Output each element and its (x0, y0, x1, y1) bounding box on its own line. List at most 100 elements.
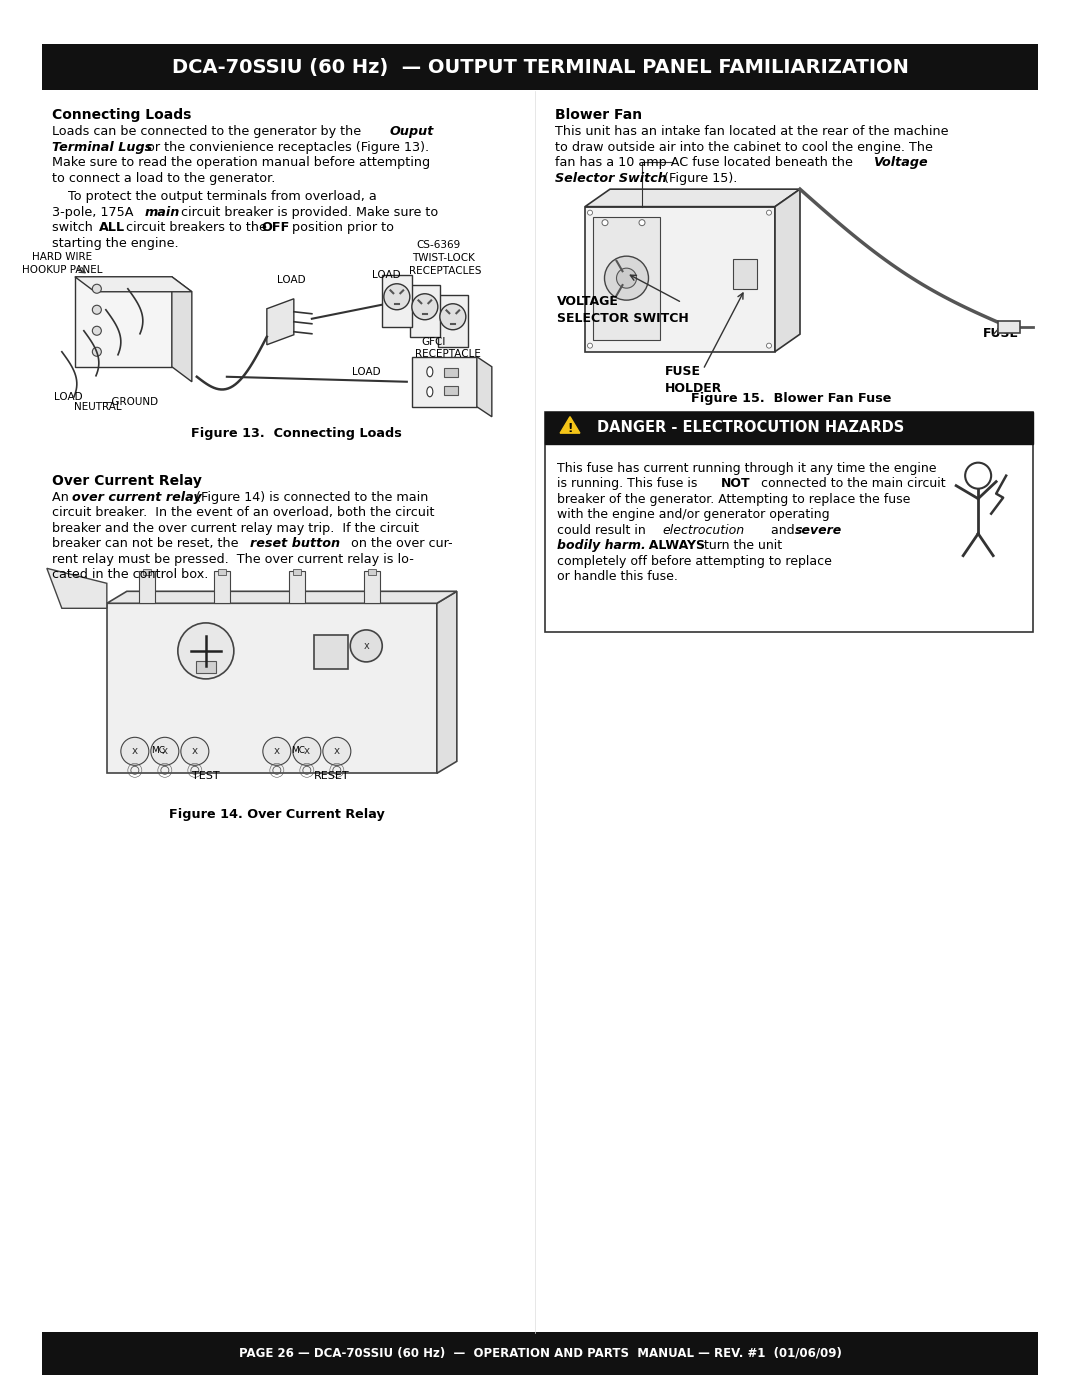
Text: Loads can be connected to the generator by the: Loads can be connected to the generator … (52, 126, 365, 138)
Bar (409, 285, 440, 337)
Text: CS-6369: CS-6369 (417, 240, 461, 250)
Circle shape (639, 219, 645, 226)
Text: reset button: reset button (249, 538, 340, 550)
Text: MC: MC (291, 746, 305, 756)
Circle shape (293, 738, 321, 766)
Circle shape (121, 738, 149, 766)
Bar (733, 260, 757, 289)
Text: x: x (192, 746, 198, 756)
Text: could result in: could result in (557, 524, 650, 536)
Bar (139, 571, 154, 604)
Polygon shape (585, 207, 775, 352)
Circle shape (151, 738, 179, 766)
Text: position prior to: position prior to (288, 221, 394, 235)
Text: (Figure 14) is connected to the main: (Figure 14) is connected to the main (188, 490, 428, 504)
Bar (382, 275, 411, 327)
Text: Figure 15.  Blower Fan Fuse: Figure 15. Blower Fan Fuse (691, 391, 892, 405)
Text: LOAD: LOAD (372, 270, 401, 279)
Circle shape (323, 738, 351, 766)
Text: RECEPTACLES: RECEPTACLES (409, 265, 482, 275)
Text: connected to the main circuit: connected to the main circuit (757, 478, 946, 490)
Text: 3-pole, 175A: 3-pole, 175A (52, 205, 137, 219)
Text: ALWAYS: ALWAYS (640, 539, 705, 552)
Polygon shape (411, 356, 477, 407)
Text: An: An (52, 490, 72, 504)
Text: with the engine and/or generator operating: with the engine and/or generator operati… (557, 509, 829, 521)
Text: Make sure to read the operation manual before attempting: Make sure to read the operation manual b… (52, 156, 430, 169)
Text: is running. This fuse is: is running. This fuse is (557, 478, 701, 490)
Text: turn the unit: turn the unit (700, 539, 782, 552)
Text: or handle this fuse.: or handle this fuse. (557, 570, 678, 583)
Text: circuit breakers to the: circuit breakers to the (122, 221, 271, 235)
Text: on the over cur-: on the over cur- (347, 538, 453, 550)
Polygon shape (436, 591, 457, 774)
Text: This fuse has current running through it any time the engine: This fuse has current running through it… (557, 461, 936, 475)
Bar (998, 321, 1021, 332)
Polygon shape (775, 189, 800, 352)
Text: Connecting Loads: Connecting Loads (52, 108, 191, 122)
Circle shape (411, 293, 437, 320)
Bar (368, 570, 376, 576)
Text: switch: switch (52, 221, 97, 235)
Text: OFF: OFF (261, 221, 291, 235)
Text: Terminal Lugs: Terminal Lugs (52, 141, 152, 154)
Text: Selector Switch: Selector Switch (555, 172, 666, 184)
Text: x: x (162, 746, 167, 756)
Circle shape (93, 306, 102, 314)
Text: electrocution: electrocution (662, 524, 744, 536)
Text: circuit breaker.  In the event of an overload, both the circuit: circuit breaker. In the event of an over… (52, 506, 434, 520)
Text: to draw outside air into the cabinet to cool the engine. The: to draw outside air into the cabinet to … (555, 141, 933, 154)
Polygon shape (75, 277, 172, 367)
Text: x: x (363, 641, 369, 651)
Text: rent relay must be pressed.  The over current relay is lo-: rent relay must be pressed. The over cur… (52, 553, 414, 566)
Polygon shape (267, 299, 294, 345)
Text: circuit breaker is provided. Make sure to: circuit breaker is provided. Make sure t… (177, 205, 438, 219)
Text: or the convienience receptacles (Figure 13).: or the convienience receptacles (Figure … (144, 141, 430, 154)
Text: LOAD: LOAD (352, 367, 380, 377)
Text: starting the engine.: starting the engine. (52, 236, 178, 250)
Bar (143, 570, 151, 576)
Bar (107, 604, 436, 774)
Text: This unit has an intake fan located at the rear of the machine: This unit has an intake fan located at t… (555, 126, 948, 138)
Circle shape (93, 348, 102, 356)
Text: breaker can not be reset, the: breaker can not be reset, the (52, 538, 242, 550)
Bar (437, 295, 468, 346)
Text: TEST: TEST (192, 771, 219, 781)
Text: x: x (334, 746, 340, 756)
Text: severe: severe (795, 524, 842, 536)
Circle shape (262, 738, 291, 766)
Text: breaker and the over current relay may trip.  If the circuit: breaker and the over current relay may t… (52, 522, 419, 535)
Bar (214, 571, 230, 604)
Circle shape (350, 630, 382, 662)
Bar (293, 570, 301, 576)
Text: MC: MC (151, 746, 165, 756)
Text: Figure 13.  Connecting Loads: Figure 13. Connecting Loads (190, 426, 402, 440)
Bar (42, 45, 1038, 91)
Circle shape (440, 303, 465, 330)
Bar (288, 571, 305, 604)
Ellipse shape (427, 367, 433, 377)
Text: Figure 14. Over Current Relay: Figure 14. Over Current Relay (168, 809, 384, 821)
Polygon shape (107, 591, 457, 604)
Bar (42, 1333, 1038, 1375)
Text: HARD WIRE: HARD WIRE (31, 251, 92, 261)
Text: To protect the output terminals from overload, a: To protect the output terminals from ove… (52, 190, 377, 203)
Text: DANGER - ELECTROCUTION HAZARDS: DANGER - ELECTROCUTION HAZARDS (597, 420, 904, 434)
Circle shape (767, 210, 771, 215)
Circle shape (588, 344, 593, 348)
Text: LOAD: LOAD (54, 391, 82, 402)
Text: HOLDER: HOLDER (665, 381, 723, 395)
Bar (545, 412, 1034, 631)
Text: FUSE: FUSE (983, 327, 1020, 339)
Text: cated in the control box.: cated in the control box. (52, 569, 208, 581)
Circle shape (178, 623, 234, 679)
Text: and: and (767, 524, 798, 536)
Text: Voltage: Voltage (874, 156, 928, 169)
Circle shape (588, 210, 593, 215)
Text: LOAD: LOAD (276, 275, 306, 285)
Text: x: x (303, 746, 310, 756)
Text: RECEPTACLE: RECEPTACLE (415, 349, 481, 359)
Text: x: x (273, 746, 280, 756)
Bar (195, 661, 216, 673)
Text: breaker of the generator. Attempting to replace the fuse: breaker of the generator. Attempting to … (557, 493, 910, 506)
